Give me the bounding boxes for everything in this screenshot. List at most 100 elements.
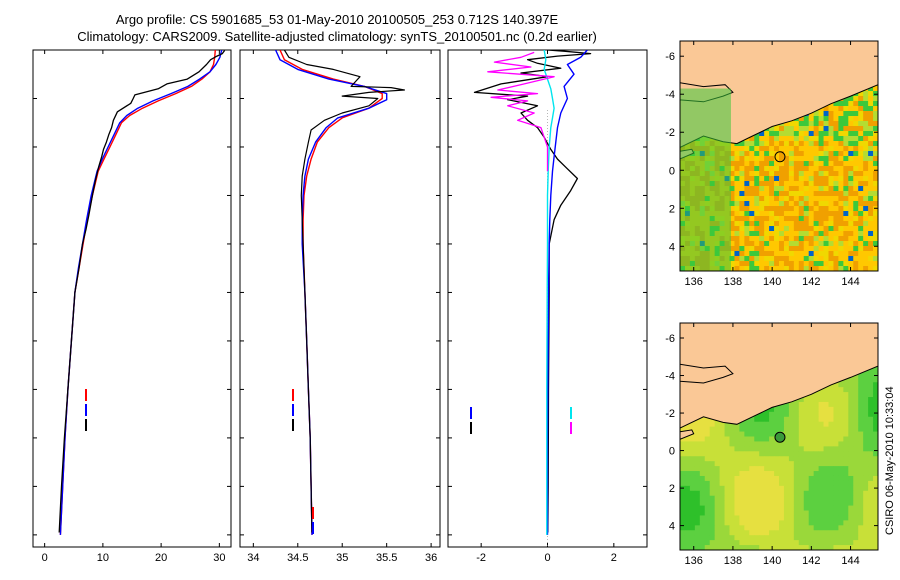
sla_map-cell xyxy=(769,510,775,516)
sla_map-cell xyxy=(838,480,844,487)
sst_map-cell xyxy=(853,261,859,267)
sla_map-cell xyxy=(823,500,829,506)
sla_map-cell xyxy=(838,525,844,531)
sst_map-cell xyxy=(858,266,864,271)
sla_map-cell xyxy=(764,505,770,511)
figure-title-line1: Argo profile: CS 5901685_53 01-May-2010 … xyxy=(116,12,559,27)
sst_map-cell xyxy=(838,106,844,112)
sst_map-cell xyxy=(823,251,829,257)
sst_map-cell xyxy=(833,106,839,112)
sla_map-cell xyxy=(699,540,706,546)
csiro-timestamp: CSIRO 06-May-2010 10:33:04 xyxy=(884,386,896,535)
sst_map-cell xyxy=(793,131,800,137)
sst_map-cell xyxy=(868,136,874,142)
sst_map-cell xyxy=(848,161,854,167)
sla_map-cell xyxy=(684,441,691,447)
sla_map-cell xyxy=(744,436,750,442)
sst_map-cell xyxy=(788,121,795,127)
sst_map-cell xyxy=(729,251,735,257)
temperature-legend-swatch xyxy=(85,419,87,431)
sla_map-cell xyxy=(868,421,874,428)
sst_map-cell xyxy=(744,186,750,192)
sst_map-cell xyxy=(813,191,819,197)
sst_map-cell xyxy=(739,266,745,271)
sst_map-cell xyxy=(783,251,790,257)
sst_map-cell xyxy=(764,146,770,152)
sst_map-cell xyxy=(808,171,815,177)
salinity-axes-frame xyxy=(239,49,441,548)
sla_map-cell xyxy=(818,480,824,487)
sla_map-cell xyxy=(873,392,878,398)
sst_map-cell xyxy=(798,261,805,267)
sst_map-cell xyxy=(813,206,819,212)
sla_map-cell xyxy=(734,480,740,487)
sla_map-cell xyxy=(788,436,795,442)
sla_map-cell xyxy=(739,456,745,462)
sla_map-cell xyxy=(729,505,735,511)
sst_map-cell xyxy=(853,266,859,271)
sla_map-cell xyxy=(694,480,701,487)
sla_map-cell xyxy=(729,495,735,502)
sla_map-cell xyxy=(724,540,730,546)
sst_map-cell xyxy=(754,231,760,237)
sst_map-cell xyxy=(739,256,745,262)
sla_map-cell xyxy=(798,456,805,462)
sla_map-cell xyxy=(813,525,819,531)
sla_map-cell xyxy=(873,446,878,452)
sst_map-cell xyxy=(769,191,775,197)
sst_map-cell xyxy=(734,256,740,262)
sla_map-cell xyxy=(774,406,780,413)
sst_map-cell xyxy=(803,226,810,232)
sla_map-cell xyxy=(739,485,745,492)
sst_map-cell xyxy=(863,231,869,237)
sst_map-cell xyxy=(838,186,844,192)
sla_map-cell xyxy=(823,475,829,482)
sla_map-cell xyxy=(853,520,859,526)
sst_map-cell xyxy=(868,226,874,232)
sst_map-cell xyxy=(873,171,878,177)
sla_map-cell xyxy=(803,441,810,447)
sla_map-cell xyxy=(848,377,854,383)
sst_map-cell xyxy=(803,131,810,137)
sst_map-cell xyxy=(813,211,819,217)
sla_map-cell xyxy=(699,525,706,531)
sla_map-cell xyxy=(803,540,810,546)
sla_map-cell xyxy=(709,436,716,442)
sla_map-cell xyxy=(828,466,834,472)
sla_map-cell xyxy=(843,490,849,497)
salinity-xtick-label: 34.5 xyxy=(287,552,308,564)
sla_map-cell xyxy=(808,495,815,502)
sla_map-cell xyxy=(769,490,775,497)
sla_map-cell xyxy=(793,436,800,442)
sst_map-cell xyxy=(734,191,740,197)
sla_map-cell xyxy=(783,510,790,516)
sla_map-cell xyxy=(863,387,869,393)
sst_map-cell xyxy=(769,141,775,147)
sst_map-ytick-label: 4 xyxy=(669,241,675,253)
sla_map-cell xyxy=(719,485,725,492)
sst_map-cell xyxy=(858,156,864,162)
sla_map-cell xyxy=(838,530,844,536)
sst_map-cell xyxy=(769,226,775,232)
sla_map-cell xyxy=(843,495,849,502)
sla_map-cell xyxy=(818,520,824,526)
sla_map-cell xyxy=(823,456,829,462)
sst-southwest-patch xyxy=(680,88,731,271)
sla_map-cell xyxy=(739,495,745,502)
sla_map-cell xyxy=(680,505,686,511)
sla_map-cell xyxy=(843,485,849,492)
sst_map-cell xyxy=(838,151,844,157)
sla_map-cell xyxy=(774,540,780,546)
sla_map-cell xyxy=(754,441,760,447)
sst_map-cell xyxy=(833,121,839,127)
sst_map-cell xyxy=(868,241,874,247)
sst_map-cell xyxy=(744,156,750,162)
sla_map-cell xyxy=(818,441,824,447)
sla_map-cell xyxy=(803,436,810,442)
sst_map-cell xyxy=(779,216,785,222)
sla_map-cell xyxy=(764,545,770,550)
sla_map-cell xyxy=(833,387,839,393)
sla_map-cell xyxy=(868,471,874,477)
sst_map-cell xyxy=(858,251,864,257)
sla_map-cell xyxy=(699,530,706,536)
